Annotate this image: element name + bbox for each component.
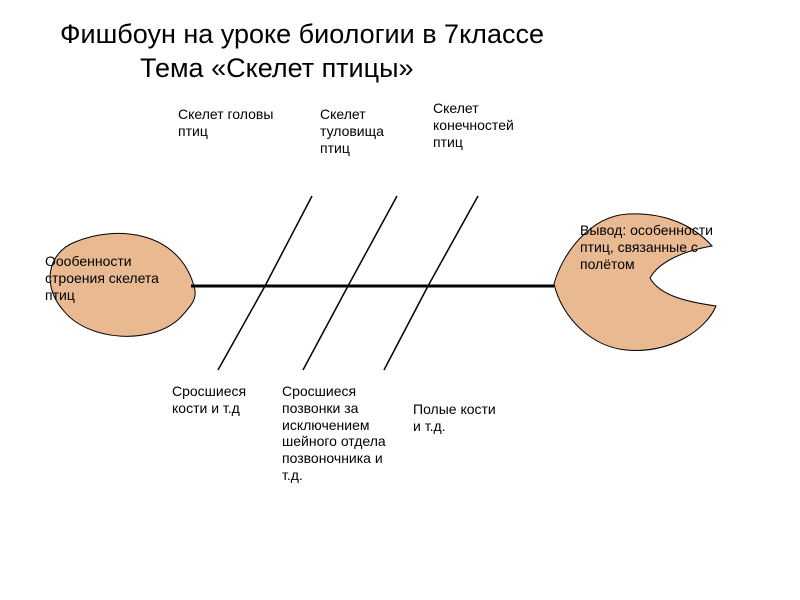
bottom-bone-line (303, 286, 348, 370)
bottom-bone-line (218, 286, 265, 370)
bottom-bone-label: Сросшиеся позвонки за исключением шейног… (282, 383, 392, 484)
bottom-bone-label: Сросшиеся кости и т.д (172, 383, 262, 417)
top-bone-line (348, 196, 397, 286)
bottom-bones-group (218, 286, 428, 370)
top-bone-line (428, 196, 478, 286)
tail-label: Вывод: особенности птиц, связанные с пол… (580, 222, 738, 272)
top-bone-line (265, 196, 312, 286)
top-bone-label: Скелет конечностей птиц (433, 100, 538, 150)
top-bone-label: Скелет головы птиц (178, 106, 288, 140)
top-bones-group (265, 196, 478, 286)
top-bone-label: Скелет туловища птиц (320, 106, 410, 156)
head-label: Оообенности строения скелета птиц (45, 253, 180, 303)
bottom-bone-label: Полые кости и т.д. (413, 401, 505, 435)
bottom-bone-line (384, 286, 428, 370)
